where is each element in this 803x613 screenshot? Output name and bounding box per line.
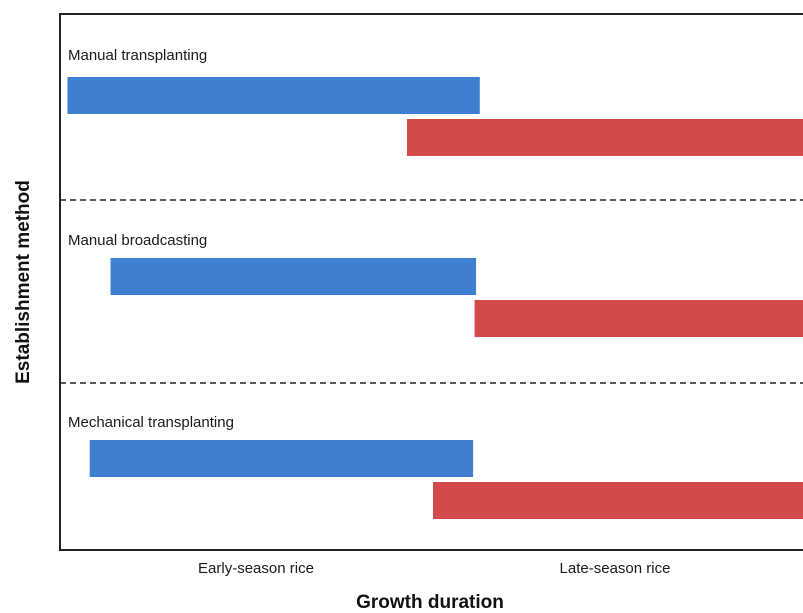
bar-late-group-2 [474, 300, 803, 337]
x-axis-title: Growth duration [356, 592, 504, 613]
x-tick-label-early: Early-season rice [198, 560, 314, 577]
group-labels: Manual transplanting Manual broadcasting M… [68, 47, 234, 431]
group-label-3: Mechanical transplanting [68, 414, 234, 431]
y-axis-title: Establishment method [13, 180, 34, 384]
bar-early-group-1 [67, 77, 480, 114]
bar-early-group-2 [110, 258, 477, 295]
bar-late-group-3 [432, 482, 803, 519]
plot-frame [59, 13, 803, 551]
group-dividers [60, 199, 803, 384]
group-label-1: Manual transplanting [68, 47, 207, 64]
bar-late-group-1 [406, 119, 803, 156]
bar-early-group-3 [89, 440, 474, 477]
x-tick-label-late: Late-season rice [560, 560, 671, 577]
bars [67, 77, 803, 519]
group-label-2: Manual broadcasting [68, 232, 207, 249]
